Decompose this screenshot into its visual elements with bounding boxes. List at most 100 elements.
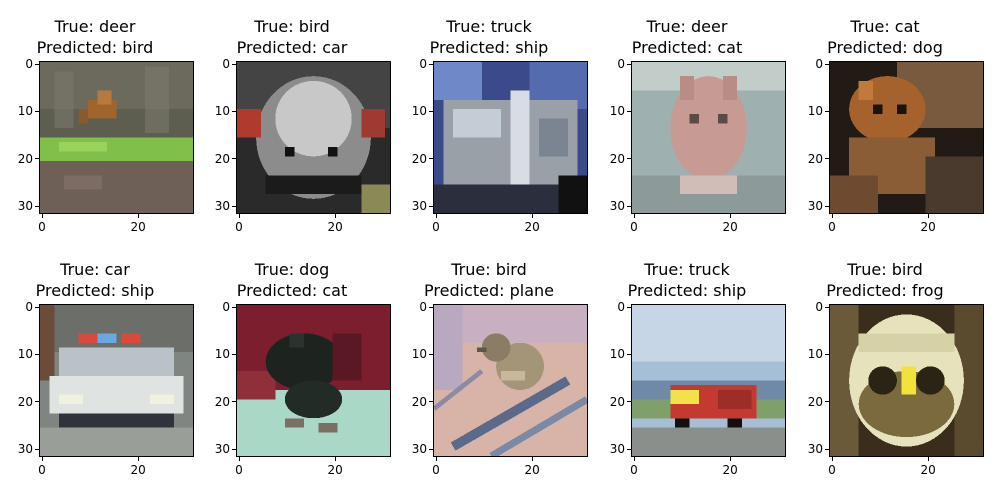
thumbnail-image <box>39 304 194 457</box>
panel-title: True: car Predicted: ship <box>0 259 210 301</box>
y-tick-label: 10 <box>214 104 230 119</box>
true-label: True: dog <box>254 260 330 279</box>
black-dog-on-blanket-picture <box>237 305 390 456</box>
brown-cat-dark-background-picture <box>830 62 983 213</box>
panel-title: True: deer Predicted: cat <box>572 16 802 58</box>
y-tick-mark <box>232 158 236 160</box>
y-tick-mark <box>627 353 631 355</box>
thumbnail-image <box>829 304 984 457</box>
y-tick-mark <box>35 63 39 65</box>
x-tick-mark <box>238 457 240 461</box>
y-tick-label: 30 <box>17 199 33 214</box>
x-tick-mark <box>41 214 43 218</box>
police-car-front-picture <box>40 305 193 456</box>
x-tick-mark <box>633 214 635 218</box>
y-tick-label: 0 <box>222 300 230 314</box>
predicted-label: Predicted: ship <box>627 281 747 300</box>
y-tick-label: 0 <box>419 57 427 71</box>
y-tick-mark <box>35 306 39 308</box>
x-tick-label: 0 <box>630 463 638 477</box>
thumbnail-image <box>829 61 984 214</box>
emu-head-closeup-picture <box>237 62 390 213</box>
y-tick-label: 0 <box>815 300 823 314</box>
x-tick-label: 0 <box>235 220 243 234</box>
y-tick-mark <box>35 205 39 207</box>
predicted-label: Predicted: frog <box>826 281 944 300</box>
y-tick-mark <box>35 401 39 403</box>
image-panel: True: deer Predicted: bird 0 10 20 30 0 20 <box>0 16 194 234</box>
panel-title: True: bird Predicted: plane <box>374 259 604 301</box>
image-panel: True: truck Predicted: ship 0 10 20 30 0 20 <box>394 16 588 234</box>
y-tick-mark <box>429 306 433 308</box>
x-tick-label: 0 <box>38 463 46 477</box>
silver-truck-front-picture <box>434 62 587 213</box>
y-tick-label: 20 <box>214 394 230 409</box>
y-tick-mark <box>627 63 631 65</box>
thumbnail-image <box>631 61 786 214</box>
panel-title: True: cat Predicted: dog <box>770 16 1000 58</box>
thumbnail-image <box>236 304 391 457</box>
true-label: True: deer <box>646 17 728 36</box>
y-tick-mark <box>429 205 433 207</box>
x-tick-label: 20 <box>327 220 343 234</box>
y-tick-mark <box>232 448 236 450</box>
y-tick-label: 10 <box>609 104 625 119</box>
y-tick-label: 30 <box>609 199 625 214</box>
x-tick-mark <box>238 214 240 218</box>
predicted-label: Predicted: ship <box>35 281 155 300</box>
image-panel: True: car Predicted: ship 0 10 20 30 0 20 <box>0 259 194 477</box>
y-tick-label: 20 <box>17 151 33 166</box>
x-tick-mark <box>633 457 635 461</box>
panel-title: True: truck Predicted: ship <box>572 259 802 301</box>
thumbnail-image <box>236 61 391 214</box>
image-panel: True: bird Predicted: plane 0 10 20 30 0 20 <box>394 259 588 477</box>
panel-title: True: bird Predicted: car <box>177 16 407 58</box>
x-tick-mark <box>927 214 929 218</box>
y-tick-label: 10 <box>411 104 427 119</box>
y-tick-label: 20 <box>17 394 33 409</box>
y-tick-mark <box>232 306 236 308</box>
y-tick-mark <box>232 401 236 403</box>
y-tick-label: 30 <box>411 442 427 457</box>
y-tick-mark <box>825 401 829 403</box>
y-tick-label: 30 <box>807 199 823 214</box>
y-tick-mark <box>627 110 631 112</box>
thumbnail-image <box>433 304 588 457</box>
y-tick-mark <box>429 158 433 160</box>
x-tick-label: 20 <box>920 463 936 477</box>
y-tick-label: 0 <box>617 57 625 71</box>
y-tick-label: 10 <box>807 104 823 119</box>
image-panel: True: bird Predicted: frog 0 10 20 30 0 20 <box>790 259 984 477</box>
y-tick-label: 10 <box>17 104 33 119</box>
deer-in-grass-picture <box>40 62 193 213</box>
y-tick-label: 30 <box>17 442 33 457</box>
y-tick-mark <box>232 353 236 355</box>
y-tick-mark <box>429 353 433 355</box>
y-tick-mark <box>627 306 631 308</box>
x-tick-mark <box>334 457 336 461</box>
true-label: True: bird <box>847 260 923 279</box>
x-tick-mark <box>927 457 929 461</box>
y-tick-label: 0 <box>25 300 33 314</box>
image-panel: True: deer Predicted: cat 0 10 20 30 0 20 <box>592 16 786 234</box>
y-tick-label: 20 <box>807 394 823 409</box>
predicted-label: Predicted: ship <box>429 38 549 57</box>
image-panel: True: cat Predicted: dog 0 10 20 30 0 20 <box>790 16 984 234</box>
x-tick-label: 20 <box>524 220 540 234</box>
x-tick-label: 0 <box>38 220 46 234</box>
panel-title: True: deer Predicted: bird <box>0 16 210 58</box>
y-tick-label: 30 <box>609 442 625 457</box>
panel-title: True: bird Predicted: frog <box>770 259 1000 301</box>
y-tick-mark <box>825 110 829 112</box>
y-tick-mark <box>825 158 829 160</box>
x-tick-mark <box>334 214 336 218</box>
y-tick-label: 20 <box>214 151 230 166</box>
y-tick-label: 0 <box>25 57 33 71</box>
predicted-label: Predicted: plane <box>424 281 554 300</box>
pale-animal-face-picture <box>632 62 785 213</box>
y-tick-label: 30 <box>807 442 823 457</box>
thumbnail-image <box>39 61 194 214</box>
x-tick-label: 20 <box>130 220 146 234</box>
y-tick-mark <box>825 205 829 207</box>
predicted-label: Predicted: cat <box>236 281 348 300</box>
